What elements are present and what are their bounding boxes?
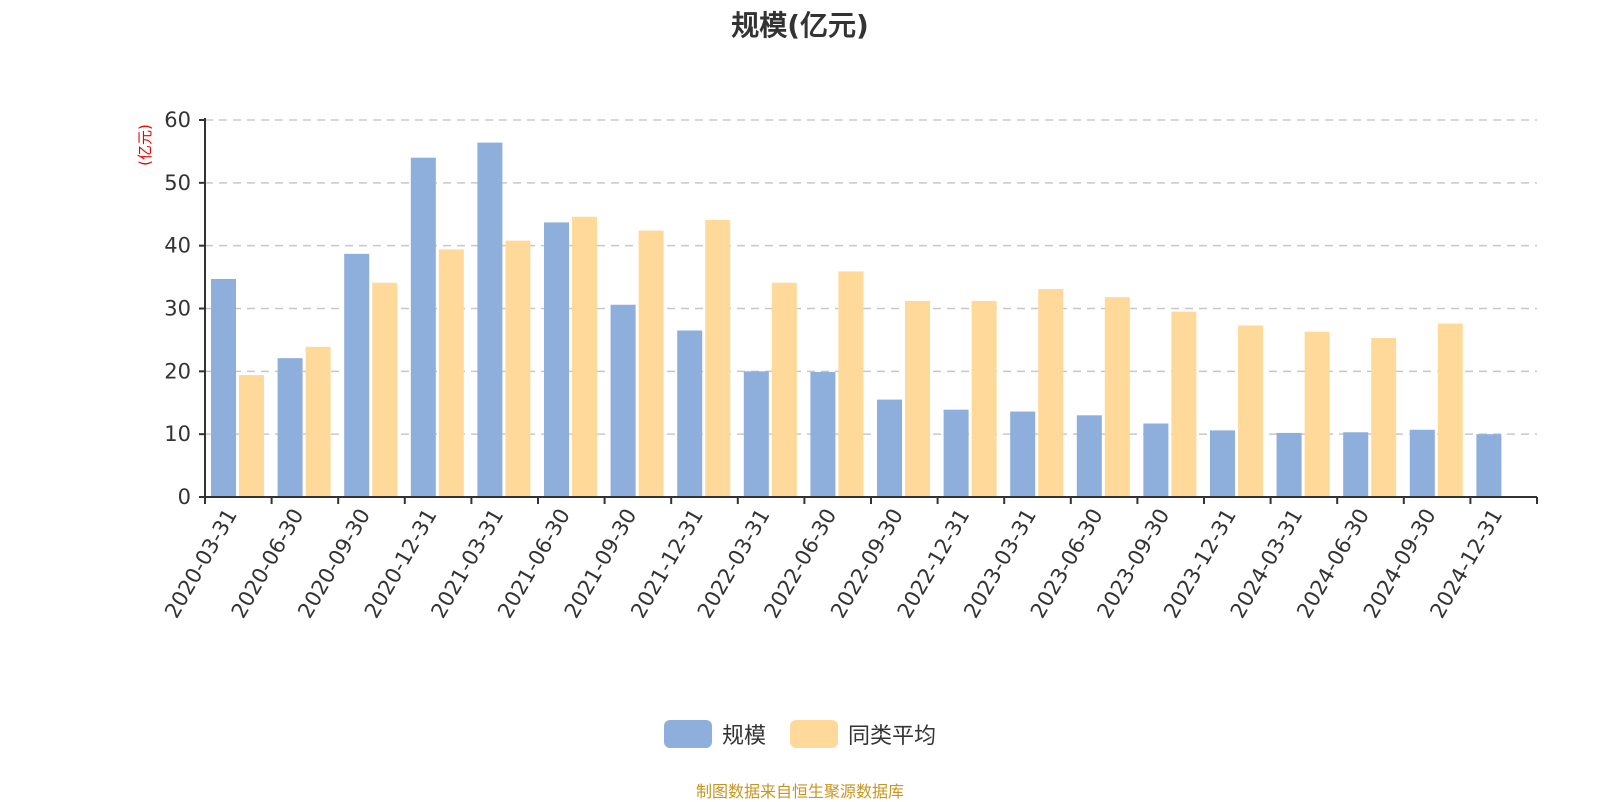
bar-peer-average (239, 375, 264, 497)
legend-swatch-peer-average (790, 720, 838, 748)
bar-scale (810, 371, 836, 497)
bar-scale (610, 304, 636, 497)
legend-label-peer-average: 同类平均 (848, 724, 937, 749)
y-tick-label: 10 (164, 422, 191, 446)
bar-peer-average (971, 300, 997, 497)
x-tick-label: 2024-12-31 (1425, 505, 1507, 623)
legend-item-peer-average[interactable]: 同类平均 (790, 718, 936, 750)
bar-scale (344, 253, 370, 497)
bar-peer-average (372, 282, 398, 497)
y-tick-label: 40 (164, 234, 191, 258)
bar-scale (943, 409, 969, 497)
y-axis-unit: (亿元) (136, 124, 154, 166)
bar-scale (1010, 411, 1036, 497)
bar-scale (211, 278, 236, 497)
bar-peer-average (838, 271, 864, 497)
bar-peer-average (905, 300, 930, 497)
bar-peer-average (1371, 338, 1397, 497)
legend-swatch-scale (663, 720, 712, 748)
bar-peer-average (638, 230, 664, 497)
chart-title: 规模(亿元) (731, 9, 869, 42)
bar-scale (544, 222, 569, 497)
bar-scale (1076, 415, 1102, 497)
bar-scale (1210, 430, 1235, 497)
bar-scale (1276, 432, 1302, 497)
bar-peer-average (305, 346, 331, 497)
bar-scale (277, 358, 303, 497)
y-tick-label: 60 (164, 108, 191, 132)
bar-scale (1476, 434, 1502, 497)
bar-peer-average (1437, 323, 1463, 497)
bar-scale (877, 399, 902, 497)
y-tick-label: 50 (164, 171, 191, 195)
bar-peer-average (572, 216, 597, 497)
bar-scale (743, 371, 769, 497)
source-footer: 制图数据来自恒生聚源数据库 (695, 782, 904, 801)
bar-scale (1143, 423, 1169, 497)
bar-scale (1343, 432, 1369, 497)
y-tick-label: 20 (164, 359, 191, 383)
bar-peer-average (1171, 311, 1197, 497)
bar-chart: 0102030405060(亿元)2020-03-312020-06-30202… (136, 108, 1538, 623)
bar-peer-average (1104, 297, 1130, 497)
y-tick-label: 0 (178, 485, 191, 509)
bar-peer-average (771, 282, 797, 497)
bar-peer-average (1038, 289, 1064, 497)
bar-peer-average (438, 249, 464, 497)
bar-scale (477, 142, 503, 497)
legend-label-scale: 规模 (721, 724, 766, 749)
y-tick-label: 30 (164, 297, 191, 321)
bar-peer-average (1304, 331, 1330, 497)
legend: 规模 同类平均 (0, 718, 1600, 750)
bar-peer-average (705, 219, 731, 497)
bar-scale (410, 157, 436, 497)
legend-item-scale[interactable]: 规模 (663, 718, 766, 750)
bar-scale (1409, 429, 1435, 497)
bar-scale (677, 330, 703, 497)
bar-peer-average (505, 240, 531, 497)
bar-peer-average (1238, 325, 1263, 497)
